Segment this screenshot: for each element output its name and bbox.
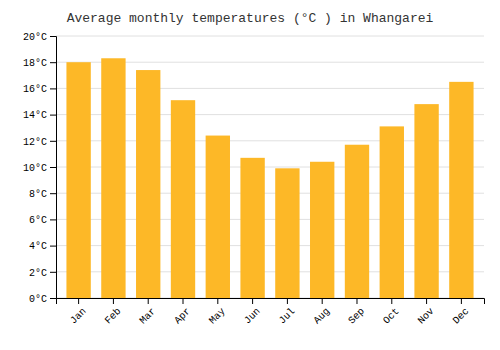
x-tick-label: Jan	[68, 306, 89, 327]
y-tick-mark	[50, 141, 56, 142]
grid-line	[56, 36, 484, 37]
y-tick-label: 2°C	[29, 268, 47, 279]
x-tick-mark	[426, 298, 427, 304]
x-tick: May	[207, 298, 228, 326]
y-tick: 0°C	[29, 294, 56, 305]
x-axis-line	[57, 299, 485, 305]
x-tick-mark	[217, 298, 218, 304]
x-tick-mark	[113, 298, 114, 304]
x-tick: Aug	[312, 298, 333, 326]
chart-container: 0°C 2°C 4°C 6°C 8°C 10°C 12°C 14°C 16°C 18°C 20°C J…	[0, 0, 500, 350]
y-tick: 4°C	[29, 241, 56, 252]
bar	[275, 168, 299, 298]
bar	[136, 70, 160, 298]
y-tick-mark	[50, 62, 56, 63]
x-tick: Jan	[68, 298, 89, 326]
y-tick-mark	[50, 36, 56, 37]
bar	[240, 158, 264, 298]
grid	[56, 36, 484, 298]
y-tick-label: 4°C	[29, 241, 47, 252]
y-tick-mark	[50, 193, 56, 194]
y-tick-label: 10°C	[23, 163, 47, 174]
plot: 0°C 2°C 4°C 6°C 8°C 10°C 12°C 14°C 16°C 18°C 20°C J…	[23, 32, 485, 327]
x-tick-mark	[461, 298, 462, 304]
bar	[101, 58, 125, 298]
x-tick: Feb	[103, 298, 124, 326]
x-tick-mark	[391, 298, 392, 304]
y-tick-mark	[50, 272, 56, 273]
y-tick-mark	[50, 298, 56, 299]
y-axis-line	[50, 37, 57, 299]
bar	[414, 104, 438, 298]
y-tick-mark	[50, 246, 56, 247]
y-tick: 8°C	[29, 189, 56, 200]
x-tick-label: Jun	[242, 306, 263, 327]
x-tick: Apr	[172, 298, 193, 326]
title: Average monthly temperatures (°C ) in Wh…	[67, 11, 434, 26]
x-tick-label: Feb	[103, 306, 124, 327]
y-tick: 12°C	[23, 137, 56, 148]
y-tick-label: 20°C	[23, 32, 47, 43]
x-tick-mark	[78, 298, 79, 304]
x-tick-label: Jul	[277, 306, 298, 327]
y-tick-label: 6°C	[29, 215, 47, 226]
bars	[66, 58, 473, 298]
bar	[66, 62, 90, 298]
y-tick: 10°C	[23, 163, 56, 174]
x-tick-label: Aug	[312, 306, 333, 327]
y-tick-mark	[50, 88, 56, 89]
y-tick: 16°C	[23, 84, 56, 95]
x-tick-label: Apr	[172, 306, 193, 327]
x-tick: Nov	[416, 298, 437, 326]
y-tick: 18°C	[23, 58, 56, 69]
y-tick-label: 16°C	[23, 84, 47, 95]
x-tick: Sep	[346, 298, 367, 326]
x-tick-mark	[322, 298, 323, 304]
y-tick-label: 8°C	[29, 189, 47, 200]
bar	[310, 162, 334, 298]
chart-svg: 0°C 2°C 4°C 6°C 8°C 10°C 12°C 14°C 16°C 18°C 20°C J…	[0, 0, 500, 350]
bar	[171, 100, 195, 298]
x-tick-mark	[183, 298, 184, 304]
bar	[449, 82, 473, 298]
x-tick-label: Nov	[416, 306, 437, 327]
x-tick-label: May	[207, 306, 228, 327]
x-tick-label: Mar	[138, 306, 159, 327]
x-axis: Jan Feb Mar Apr May Jun Jul Aug Sep Oct Nov Dec	[57, 298, 485, 326]
bar	[345, 145, 369, 298]
x-tick-label: Oct	[381, 306, 402, 327]
bar	[380, 126, 404, 298]
x-tick: Dec	[451, 298, 472, 326]
y-tick: 6°C	[29, 215, 56, 226]
x-tick-label: Sep	[346, 306, 367, 327]
y-axis: 0°C 2°C 4°C 6°C 8°C 10°C 12°C 14°C 16°C 18°C 20°C	[23, 32, 57, 305]
y-tick-mark	[50, 219, 56, 220]
x-tick-mark	[356, 298, 357, 304]
y-tick-label: 12°C	[23, 137, 47, 148]
y-tick-label: 0°C	[29, 294, 47, 305]
y-tick-label: 18°C	[23, 58, 47, 69]
y-tick: 2°C	[29, 268, 56, 279]
y-tick: 20°C	[23, 32, 56, 43]
y-tick-mark	[50, 167, 56, 168]
x-tick-label: Dec	[451, 306, 472, 327]
x-tick: Mar	[138, 298, 159, 326]
x-tick-mark	[148, 298, 149, 304]
bar	[206, 136, 230, 298]
y-tick: 14°C	[23, 110, 56, 121]
x-tick: Oct	[381, 298, 402, 326]
y-tick-label: 14°C	[23, 110, 47, 121]
x-tick: Jul	[277, 298, 298, 326]
x-tick-mark	[252, 298, 253, 304]
x-tick-mark	[287, 298, 288, 304]
x-tick: Jun	[242, 298, 263, 326]
y-tick-mark	[50, 115, 56, 116]
